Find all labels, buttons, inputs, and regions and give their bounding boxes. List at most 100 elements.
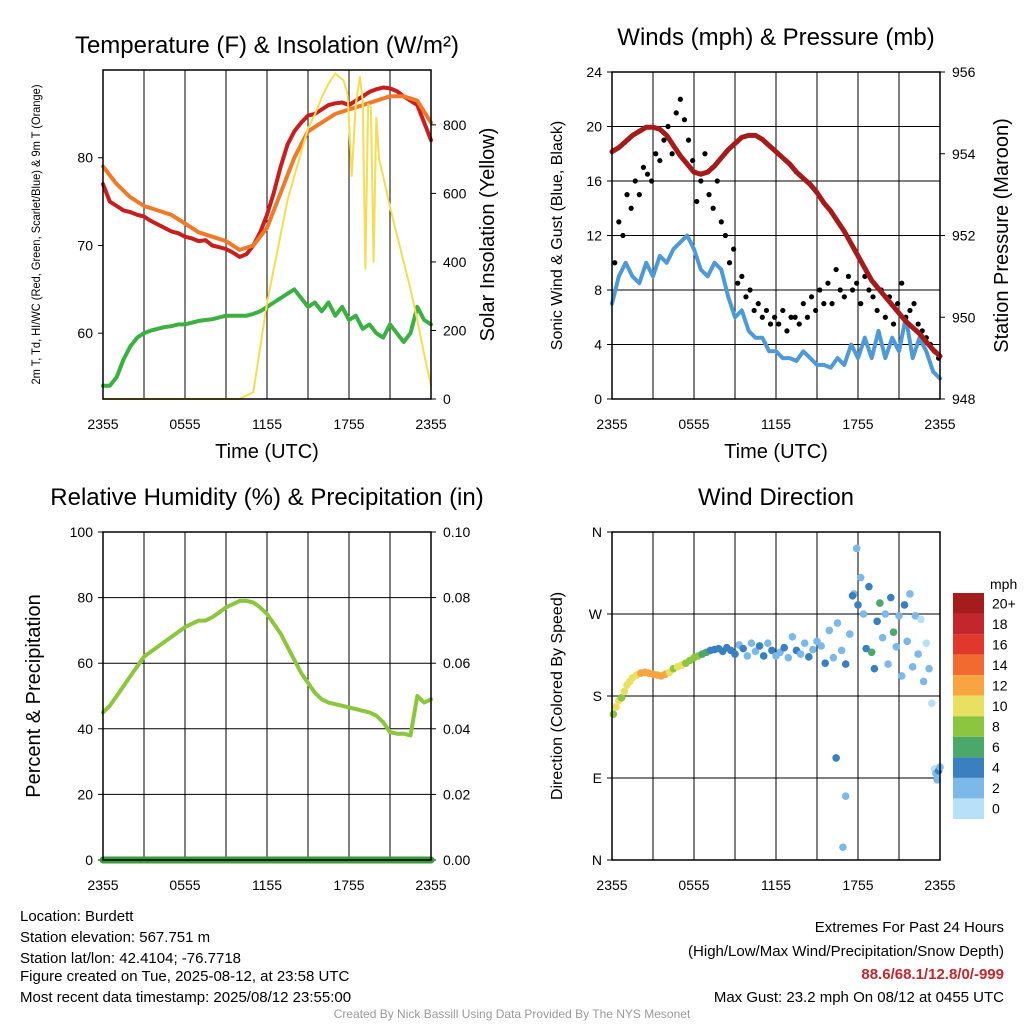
y-tick-label: 24 [586,64,602,80]
direction-point [878,633,887,642]
gust-point [845,273,852,279]
direction-point [780,643,788,652]
gust-point [858,301,864,307]
gust-point [915,321,921,327]
series-line-2m-t [101,85,433,259]
y-tick-label-right: 0 [443,391,451,407]
direction-point [889,628,898,637]
direction-point [854,601,862,609]
series-line-9m-t [101,94,433,252]
y-tick-label: 60 [77,325,93,341]
direction-point [876,599,884,607]
gust-point [698,178,704,184]
plot-frame [102,531,432,861]
gust-point [739,273,745,279]
plot-frame [611,71,941,400]
gust-point [640,164,647,170]
y-tick-label: S [593,688,602,704]
gust-point [767,321,774,327]
direction-point [800,639,809,647]
x-tick-label: 1155 [761,877,791,893]
y-tick-label: 100 [70,524,94,540]
gust-point [776,321,782,327]
y-tick-label: 8 [594,282,602,298]
gust-point [735,280,741,286]
y-tick-label-right: 0.02 [443,786,470,802]
direction-point [751,647,760,656]
direction-point [933,776,942,784]
y-tick-label: 80 [77,150,93,166]
gust-point [714,178,720,184]
gust-point [808,294,815,300]
direction-point [903,637,911,646]
gust-point [833,266,839,273]
y-tick-label-right: 0.08 [443,590,470,606]
gust-point [784,328,790,334]
gust-point [743,294,749,300]
x-tick-label: 1155 [761,416,791,432]
y-tick-label: 40 [77,721,93,737]
y-axis-label-right: Station Pressure (Maroon) [991,118,1013,353]
gust-point [837,287,843,293]
y-tick-label-right: 400 [443,254,467,270]
direction-point [887,593,895,602]
gust-point [644,171,651,177]
chart-title: Winds (mph) & Pressure (mb) [617,24,934,51]
direction-point [805,653,813,661]
x-tick-label: 0555 [169,416,200,432]
colorbar-level-label: 6 [992,739,1000,755]
x-tick-label: 0555 [169,877,200,893]
x-axis-label: Time (UTC) [724,441,828,463]
x-tick-label: 1155 [252,877,282,893]
gust-point [796,321,802,327]
direction-point [848,591,857,600]
colorbar-level-label: 18 [992,616,1008,632]
gust-point [673,110,679,116]
direction-point [900,601,909,609]
colorbar-swatch [953,654,984,676]
colorbar-level-label: 10 [992,698,1008,714]
gust-point [772,314,778,320]
x-tick-label: 1755 [333,416,364,432]
x-tick-label: 2355 [596,416,627,432]
x-axis-label: Time (UTC) [215,441,319,463]
elevation-text: Station elevation: 567.751 m [20,929,211,946]
colorbar-label: mph [990,576,1017,592]
gust-point [755,301,761,307]
direction-point [917,615,925,624]
direction-point [908,663,917,671]
gust-point [747,287,753,293]
direction-point [852,544,861,553]
y-axis-label: 2m T, Td, HI/WC (Red, Green, Scarlet/Blu… [29,85,43,385]
y-tick-label: N [592,524,602,540]
gust-point [890,321,897,327]
gust-point [874,307,880,314]
colorbar-swatch [953,634,984,655]
y-tick-label-right: 0.04 [443,721,470,737]
gust-point [620,232,626,239]
location-text: Location: Burdett [20,908,134,925]
colorbar-level-label: 4 [992,760,1000,776]
gust-point [685,137,692,143]
gust-point [895,301,901,307]
direction-point [925,664,933,673]
gust-point [841,294,847,300]
series-line-solar [102,72,432,400]
plot-frame [611,531,941,861]
colorbar-swatch [953,757,984,778]
series-line-rh [101,598,433,738]
series-line-pressure [609,124,943,359]
gust-point [702,151,708,157]
gust-point [661,137,667,143]
direction-point [817,642,825,650]
y-axis-label: Direction (Colored By Speed) [549,592,566,800]
gust-point [669,151,675,157]
x-tick-label: 2355 [87,877,118,893]
extremes-title: Extremes For Past 24 Hours [814,919,1004,936]
direction-point [856,573,865,582]
direction-point [914,650,922,658]
y-tick-label: 70 [77,237,93,253]
colorbar-swatch [953,593,984,614]
colorbar-swatch [953,613,984,635]
direction-point [620,687,629,696]
